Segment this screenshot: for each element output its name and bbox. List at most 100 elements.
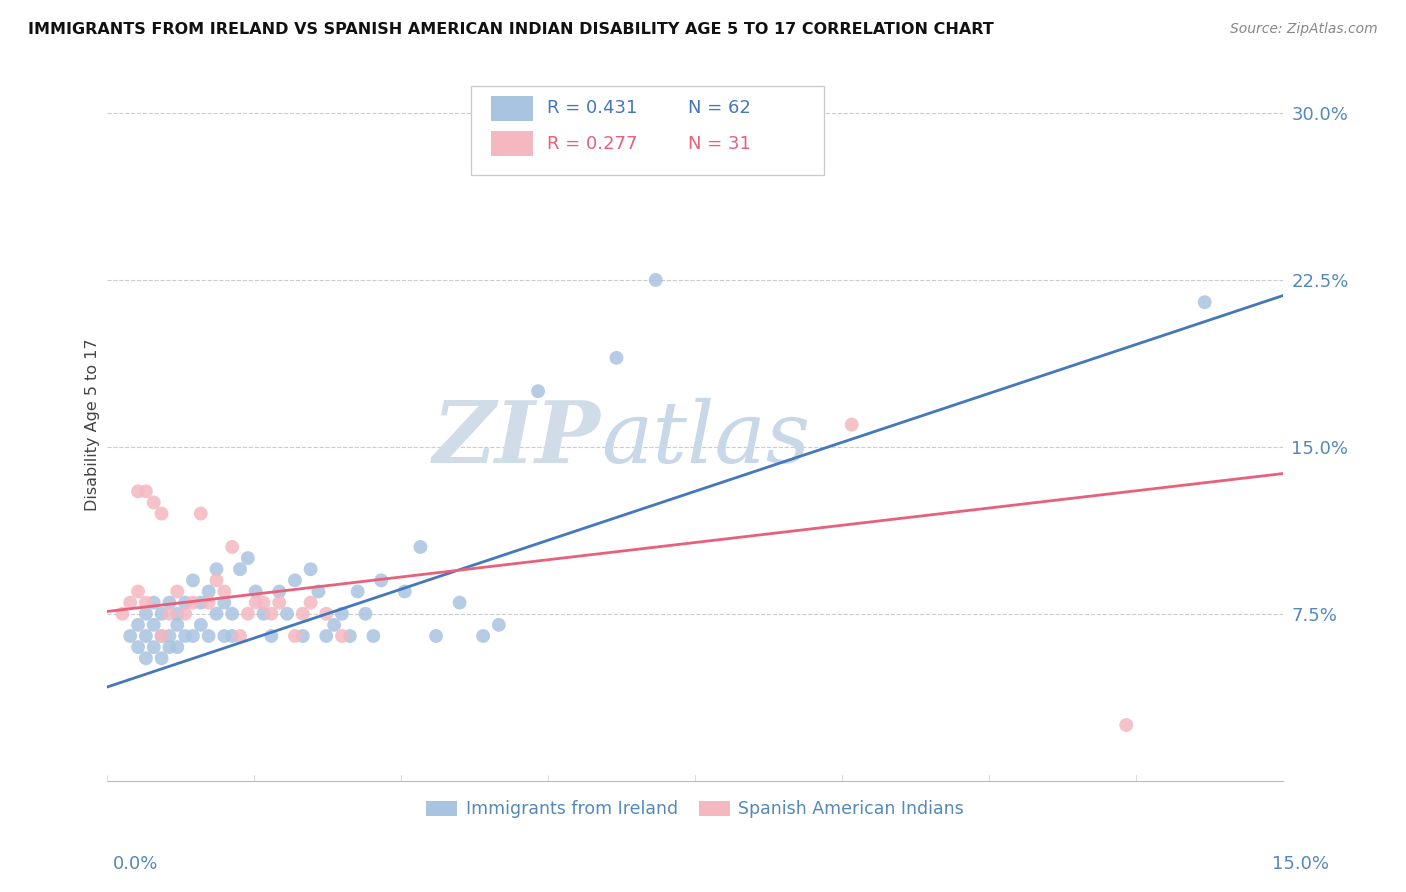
- Point: [236, 607, 259, 621]
- Point: [214, 596, 236, 610]
- Point: [425, 629, 447, 643]
- Point: [330, 629, 353, 643]
- Point: [190, 618, 212, 632]
- Point: [260, 607, 283, 621]
- Text: IMMIGRANTS FROM IRELAND VS SPANISH AMERICAN INDIAN DISABILITY AGE 5 TO 17 CORREL: IMMIGRANTS FROM IRELAND VS SPANISH AMERI…: [28, 22, 994, 37]
- Point: [323, 618, 346, 632]
- Point: [488, 618, 510, 632]
- Point: [127, 618, 149, 632]
- Point: [1194, 295, 1216, 310]
- Point: [354, 607, 377, 621]
- Point: [229, 562, 252, 576]
- Y-axis label: Disability Age 5 to 17: Disability Age 5 to 17: [86, 338, 100, 511]
- Point: [245, 584, 267, 599]
- Point: [174, 596, 197, 610]
- Point: [135, 484, 157, 499]
- Point: [260, 629, 283, 643]
- Point: [299, 596, 322, 610]
- Point: [1115, 718, 1137, 732]
- Point: [135, 596, 157, 610]
- Text: ZIP: ZIP: [433, 397, 600, 481]
- Point: [299, 562, 322, 576]
- Text: 0.0%: 0.0%: [112, 855, 157, 872]
- Text: N = 31: N = 31: [688, 135, 751, 153]
- Point: [127, 584, 149, 599]
- Point: [181, 596, 204, 610]
- Point: [276, 607, 298, 621]
- Point: [527, 384, 550, 399]
- Point: [166, 607, 188, 621]
- Point: [346, 584, 368, 599]
- Point: [181, 574, 204, 588]
- Point: [214, 629, 236, 643]
- Point: [221, 629, 243, 643]
- Text: R = 0.277: R = 0.277: [547, 135, 637, 153]
- Point: [142, 618, 165, 632]
- Point: [135, 607, 157, 621]
- Point: [252, 607, 274, 621]
- Point: [142, 596, 165, 610]
- Text: Source: ZipAtlas.com: Source: ZipAtlas.com: [1230, 22, 1378, 37]
- Point: [120, 629, 142, 643]
- Point: [214, 584, 236, 599]
- Point: [166, 640, 188, 654]
- Text: R = 0.431: R = 0.431: [547, 99, 637, 117]
- Point: [135, 651, 157, 665]
- Point: [190, 596, 212, 610]
- Point: [841, 417, 863, 432]
- Point: [166, 584, 188, 599]
- Point: [370, 574, 392, 588]
- Point: [221, 607, 243, 621]
- Point: [236, 551, 259, 566]
- FancyBboxPatch shape: [491, 95, 533, 120]
- Point: [159, 607, 181, 621]
- Point: [150, 607, 173, 621]
- Point: [181, 629, 204, 643]
- Point: [644, 273, 666, 287]
- FancyBboxPatch shape: [471, 87, 824, 176]
- Point: [135, 629, 157, 643]
- Point: [197, 596, 219, 610]
- Point: [339, 629, 361, 643]
- Point: [205, 574, 228, 588]
- Point: [315, 607, 337, 621]
- Point: [762, 151, 785, 165]
- Point: [269, 584, 291, 599]
- Point: [284, 574, 307, 588]
- Point: [150, 651, 173, 665]
- Point: [409, 540, 432, 554]
- FancyBboxPatch shape: [491, 131, 533, 156]
- Point: [245, 596, 267, 610]
- Point: [449, 596, 471, 610]
- Point: [394, 584, 416, 599]
- Point: [205, 607, 228, 621]
- Point: [315, 629, 337, 643]
- Point: [142, 495, 165, 509]
- Point: [174, 607, 197, 621]
- Text: 15.0%: 15.0%: [1271, 855, 1329, 872]
- Point: [472, 629, 495, 643]
- Point: [197, 629, 219, 643]
- Point: [269, 596, 291, 610]
- Point: [307, 584, 329, 599]
- Point: [127, 640, 149, 654]
- Point: [174, 629, 197, 643]
- Point: [229, 629, 252, 643]
- Text: atlas: atlas: [600, 398, 810, 480]
- Point: [150, 629, 173, 643]
- Point: [159, 640, 181, 654]
- Point: [166, 618, 188, 632]
- Point: [291, 607, 314, 621]
- Point: [159, 596, 181, 610]
- Point: [111, 607, 134, 621]
- Point: [205, 562, 228, 576]
- Point: [159, 629, 181, 643]
- Point: [284, 629, 307, 643]
- Point: [605, 351, 627, 365]
- Point: [142, 640, 165, 654]
- Point: [150, 507, 173, 521]
- Point: [127, 484, 149, 499]
- Point: [197, 584, 219, 599]
- Text: N = 62: N = 62: [688, 99, 751, 117]
- Legend: Immigrants from Ireland, Spanish American Indians: Immigrants from Ireland, Spanish America…: [419, 794, 972, 825]
